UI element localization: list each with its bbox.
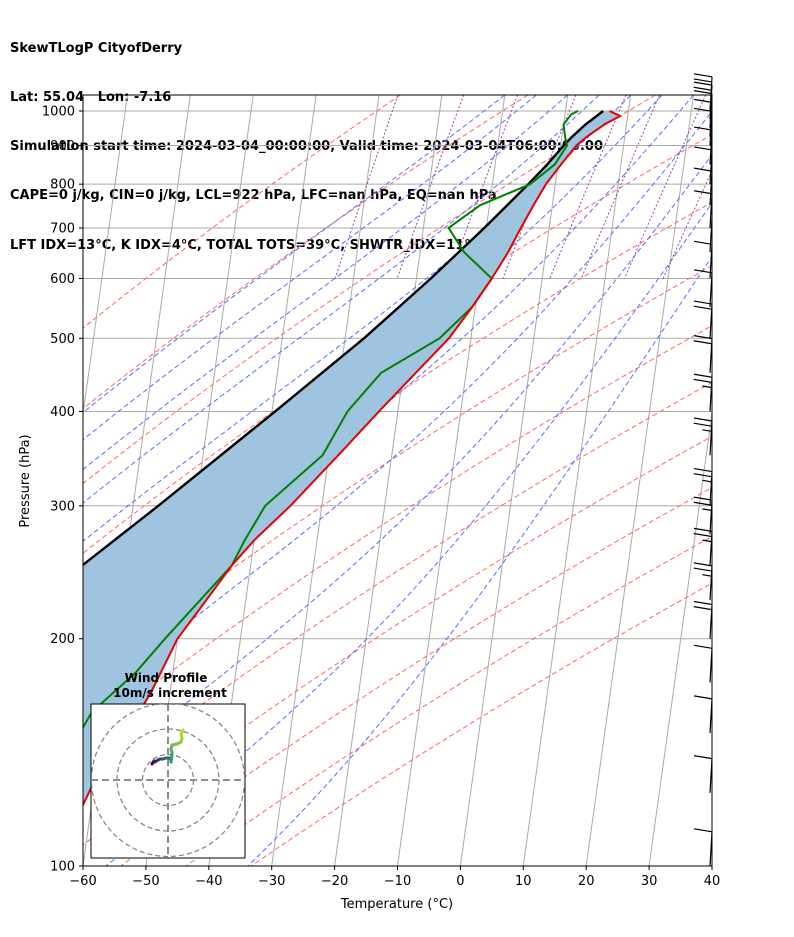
- isotherm-line: [0, 95, 2, 866]
- isotherm-line: [334, 95, 443, 866]
- mixing-ratio-line: [447, 95, 519, 279]
- y-tick-label: 300: [50, 499, 75, 514]
- moist-adiabat: [83, 95, 506, 414]
- wind-barb: [693, 373, 713, 412]
- isotherm-line: [459, 95, 569, 866]
- y-tick-label: 1000: [42, 104, 75, 119]
- wind-barb: [693, 167, 713, 206]
- y-tick-label: 500: [50, 332, 75, 347]
- moist-adiabat: [83, 153, 712, 786]
- wind-barbs: [693, 73, 713, 867]
- wind-barb: [693, 828, 713, 867]
- moist-adiabat: [83, 110, 712, 706]
- y-tick-label: 100: [50, 860, 75, 875]
- x-tick-label: 30: [641, 874, 658, 889]
- mixing-ratio-line: [549, 95, 627, 279]
- y-tick-label: 600: [50, 272, 75, 287]
- x-tick-label: 0: [456, 874, 464, 889]
- dry-adiabat: [120, 487, 712, 866]
- isotherm-line: [711, 862, 712, 866]
- isotherm-line: [83, 95, 128, 418]
- x-tick-label: −40: [195, 874, 222, 889]
- wind-barb: [693, 755, 713, 793]
- sounding-data: [83, 110, 623, 808]
- y-tick-label: 900: [50, 139, 75, 154]
- x-tick-label: −20: [321, 874, 348, 889]
- wind-barb: [693, 146, 713, 185]
- y-tick-label: 700: [50, 221, 75, 236]
- y-tick-label: 800: [50, 178, 75, 193]
- title-line-5: LFT IDX=13°C, K IDX=4°C, TOTAL TOTS=39°C…: [10, 237, 481, 253]
- x-tick-label: −50: [132, 874, 159, 889]
- y-axis-label: Pressure (hPa): [18, 434, 33, 527]
- parcel-shading: [83, 111, 621, 805]
- x-tick-label: −10: [384, 874, 411, 889]
- dry-adiabat: [83, 265, 712, 681]
- hodograph-subtitle: 10m/s increment: [113, 686, 227, 700]
- hodograph-title: Wind Profile: [125, 671, 208, 685]
- dry-adiabat: [185, 535, 712, 866]
- hodograph-segment: [179, 728, 185, 736]
- wind-barb: [693, 417, 713, 456]
- wind-barb: [693, 269, 713, 308]
- wind-barb: [693, 190, 713, 228]
- wind-barb: [693, 300, 713, 339]
- isotherm-line: [522, 95, 632, 866]
- x-tick-label: −60: [69, 874, 96, 889]
- x-axis-label: Temperature (°C): [340, 897, 453, 912]
- title-line-2: Lat: 55.04 Lon: -7.16: [10, 90, 172, 106]
- mixing-ratio-line: [334, 95, 399, 279]
- x-tick-label: 40: [704, 874, 721, 889]
- wind-barb: [709, 218, 713, 253]
- isotherm-line: [271, 95, 380, 866]
- moist-adiabat: [247, 255, 712, 866]
- hodograph-ring: [91, 704, 245, 858]
- y-tick-label: 200: [50, 632, 75, 647]
- wind-barb: [693, 496, 713, 535]
- wind-barb: [693, 562, 713, 601]
- dry-adiabat: [83, 95, 401, 329]
- title-line-4: CAPE=0 j/kg, CIN=0 j/kg, LCL=922 hPa, LF…: [10, 188, 497, 204]
- y-tick-label: 400: [50, 405, 75, 420]
- moist-adiabat: [105, 202, 712, 866]
- title-line-1: SkewTLogP CityofDerry: [10, 40, 183, 56]
- dry-adiabat: [83, 381, 712, 794]
- chart-title: SkewTLogP CityofDerry Lat: 55.04 Lon: -7…: [10, 8, 603, 270]
- temperature-line: [83, 110, 623, 808]
- wind-barb: [693, 98, 713, 137]
- mixing-ratio-line: [624, 95, 707, 279]
- wind-barb: [693, 600, 713, 639]
- axis-ticks: −60 −50 −40 −30 −20 −10 0 10 20 30 40 1000 900 800 700…: [42, 104, 720, 889]
- x-tick-label: −30: [258, 874, 285, 889]
- parcel-profile-line: [83, 110, 604, 567]
- wind-barb: [693, 695, 713, 734]
- x-tick-label: 20: [578, 874, 595, 889]
- wind-barb: [693, 527, 713, 566]
- x-tick-label: 10: [515, 874, 532, 889]
- wind-barb: [693, 467, 713, 506]
- wind-barb: [693, 126, 713, 165]
- mixing-ratio-line: [580, 95, 661, 279]
- wind-barb: [693, 335, 713, 373]
- dry-adiabat: [83, 325, 712, 739]
- mixing-ratio-line: [396, 95, 465, 279]
- mixing-ratio-line: [662, 169, 712, 279]
- moist-adiabat: [83, 95, 631, 542]
- wind-barb: [693, 644, 713, 683]
- dewpoint-line: [83, 110, 579, 730]
- isotherm-line: [585, 95, 694, 866]
- wind-barb: [693, 107, 713, 146]
- moist-adiabat: [83, 95, 569, 471]
